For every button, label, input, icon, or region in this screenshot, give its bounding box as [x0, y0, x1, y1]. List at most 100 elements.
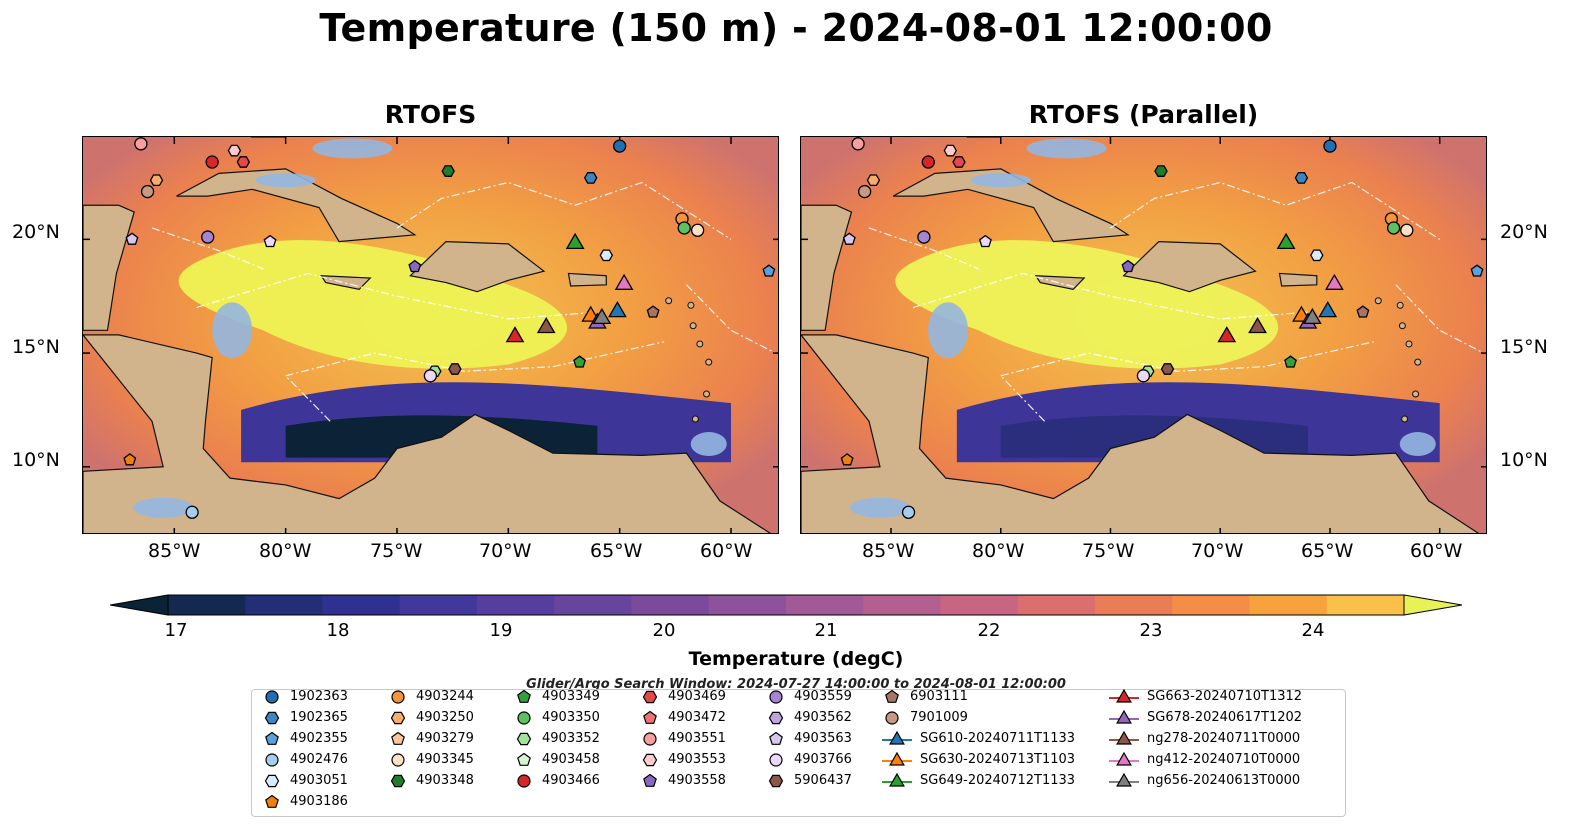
- legend-marker-pentagon: [769, 731, 783, 745]
- island: [1398, 322, 1406, 330]
- colorbar-label: Temperature (degC): [688, 648, 904, 670]
- lon-label-75w-left: 75°W: [370, 540, 423, 562]
- hispaniola: [409, 241, 546, 293]
- lon-label-80w-right: 80°W: [972, 540, 1025, 562]
- lon-label-70w-left: 70°W: [479, 540, 532, 562]
- legend-marker-circle: [517, 774, 531, 788]
- legend-marker-pentagon: [265, 731, 279, 745]
- legend-item-label: 4903279: [416, 730, 474, 746]
- island: [696, 340, 704, 348]
- temperature-map: [801, 137, 1486, 533]
- argo-float-marker: [1356, 305, 1370, 318]
- legend-marker-hexagon: [264, 711, 280, 725]
- legend-marker-pentagon: [643, 710, 657, 724]
- eez-boundary: [285, 341, 665, 377]
- legend-marker-triangle: [1109, 751, 1139, 766]
- glider-marker: [1303, 307, 1322, 325]
- argo-float-marker: [1294, 172, 1309, 184]
- lat-label-10n-right: 10°N: [1500, 449, 1548, 471]
- legend-marker-pentagon: [517, 689, 531, 703]
- legend-marker-triangle: [1109, 688, 1139, 703]
- shelf-area: [212, 302, 253, 359]
- legend-item-label: 4903766: [794, 751, 852, 767]
- lon-label-80w-left: 80°W: [259, 540, 312, 562]
- yucatan: [83, 204, 135, 331]
- legend-item-label: 7901009: [910, 709, 968, 725]
- legend-item: 1902365: [262, 707, 348, 727]
- colorbar-segment: [1095, 595, 1173, 615]
- colorbar-segment: [786, 595, 864, 615]
- legend-item: 6903111: [882, 686, 968, 706]
- argo-float-marker: [140, 184, 155, 199]
- puerto-rico: [567, 272, 607, 287]
- legend-item-label: 1902363: [290, 688, 348, 704]
- legend-item: 4903558: [640, 770, 726, 790]
- legend-item: SG630-20240713T1103: [882, 749, 1075, 769]
- lat-label-20n-right: 20°N: [1500, 221, 1548, 243]
- lon-label-60w-left: 60°W: [700, 540, 753, 562]
- argo-float-marker: [408, 259, 422, 273]
- legend-marker-hexagon: [768, 711, 784, 725]
- shelf-area: [1399, 432, 1436, 457]
- legend-item: 4903458: [514, 749, 600, 769]
- argo-float-marker: [646, 305, 660, 318]
- yucatan: [801, 204, 853, 331]
- legend-marker-circle: [517, 711, 531, 725]
- legend-item-label: SG663-20240710T1312: [1147, 688, 1303, 704]
- legend-item: 4903348: [388, 770, 474, 790]
- legend-item-label: 4902476: [290, 751, 348, 767]
- cuba: [176, 168, 417, 243]
- eez-boundary: [912, 272, 1309, 320]
- colorbar-segment: [863, 595, 942, 615]
- island: [705, 358, 713, 366]
- argo-float-marker: [441, 165, 455, 177]
- argo-float-marker: [201, 230, 215, 244]
- colorbar-tick: 19: [489, 620, 513, 641]
- eez-boundary: [285, 375, 331, 422]
- legend-item: SG678-20240617T1202: [1109, 707, 1302, 727]
- argo-float-marker: [952, 156, 966, 168]
- legend-marker-pentagon: [643, 773, 657, 787]
- argo-float-marker: [149, 174, 164, 187]
- shelf-area: [255, 173, 316, 188]
- argo-float-marker: [123, 453, 137, 466]
- map-panel-left[interactable]: [82, 136, 779, 534]
- argo-float-marker: [227, 144, 242, 157]
- legend-marker-circle: [391, 753, 405, 767]
- legend-item: 4903279: [388, 728, 474, 748]
- lon-label-85w-right: 85°W: [862, 540, 915, 562]
- mainland-south: [83, 334, 771, 533]
- eez-boundary: [396, 181, 732, 240]
- legend-item-label: SG649-20240712T1133: [920, 772, 1076, 788]
- argo-float-marker: [1323, 139, 1337, 153]
- colorbar-segment: [554, 595, 633, 615]
- legend-item: 4903250: [388, 707, 474, 727]
- colorbar-segment: [1249, 595, 1328, 615]
- argo-float-marker: [448, 363, 462, 375]
- legend-item-label: SG630-20240713T1103: [920, 751, 1076, 767]
- shelf-area: [970, 173, 1031, 188]
- temperature-colorbar: [110, 594, 1462, 616]
- legend-marker-circle: [885, 711, 899, 725]
- shelf-area: [1026, 138, 1107, 159]
- eez-boundary: [868, 227, 980, 270]
- argo-float-marker: [1386, 221, 1401, 235]
- legend-item-label: 4903348: [416, 772, 474, 788]
- lat-label-15n-right: 15°N: [1500, 336, 1548, 358]
- mainland-south: [801, 334, 1480, 533]
- legend-marker-triangle: [882, 772, 912, 787]
- argo-float-marker: [236, 156, 251, 168]
- map-panel-right[interactable]: [800, 136, 1487, 534]
- colorbar-segment: [940, 595, 1019, 615]
- legend-item: 4903472: [640, 707, 726, 727]
- island: [689, 322, 697, 330]
- legend-marker-pentagon: [885, 689, 899, 703]
- colorbar-segment: [322, 595, 401, 615]
- legend-item-label: 4903458: [542, 751, 600, 767]
- argo-float-marker: [185, 505, 199, 519]
- eez-boundary: [196, 272, 598, 320]
- argo-float-marker: [1310, 249, 1324, 262]
- argo-float-marker: [943, 144, 958, 157]
- shelf-area: [133, 497, 194, 518]
- colorbar-tick: 23: [1139, 620, 1163, 641]
